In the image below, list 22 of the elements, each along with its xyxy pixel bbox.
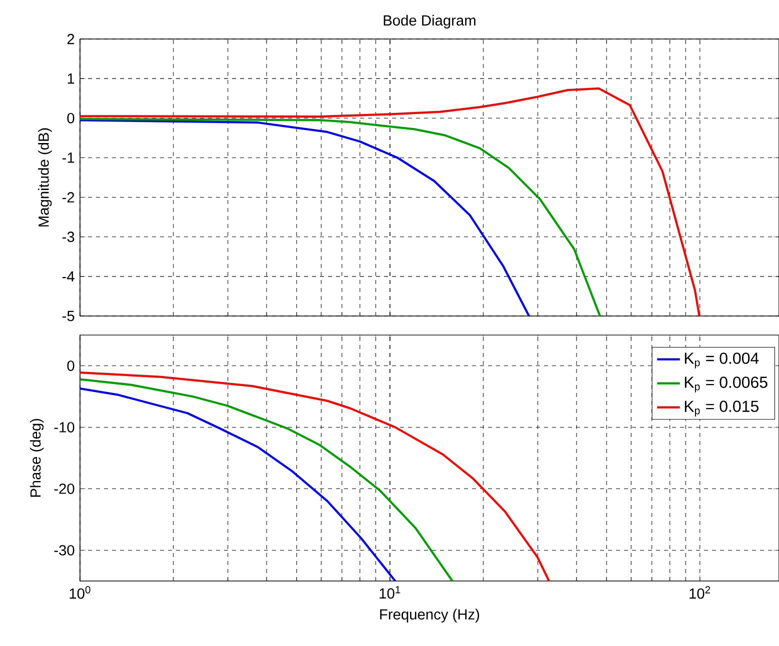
y-tick-label: -30 [54,545,74,556]
y-axis-title: Magnitude (dB) [38,128,52,226]
x-tick-label: 10$^{2}$ [690,586,710,599]
y-tick-label: 0 [67,360,74,371]
legend-label: K$_{p}$ = 0.0065 [684,376,768,392]
y-tick-label: -20 [54,484,74,494]
x-axis-title: Frequency (Hz) [380,608,480,622]
y-tick-label: 1 [68,74,74,84]
y-axis-title: Phase (deg) [30,418,44,497]
y-tick-label: -5 [62,310,74,322]
y-tick-label: 2 [67,34,74,44]
y-tick-label: -1 [62,152,74,163]
legend-label: K$_{p}$ = 0.004 [684,352,759,368]
y-tick-label: -3 [62,232,74,242]
legend-label: K$_{p}$ = 0.015 [684,400,758,416]
x-tick-label: 10$^{1}$ [380,586,400,599]
y-tick-label: -2 [62,192,74,202]
y-tick-label: 0 [67,112,74,124]
y-tick-label: -4 [62,271,74,282]
chart-title: Bode Diagram [384,14,476,28]
y-tick-label: -10 [54,422,74,432]
x-tick-label: 10$^{0}$ [70,586,90,599]
